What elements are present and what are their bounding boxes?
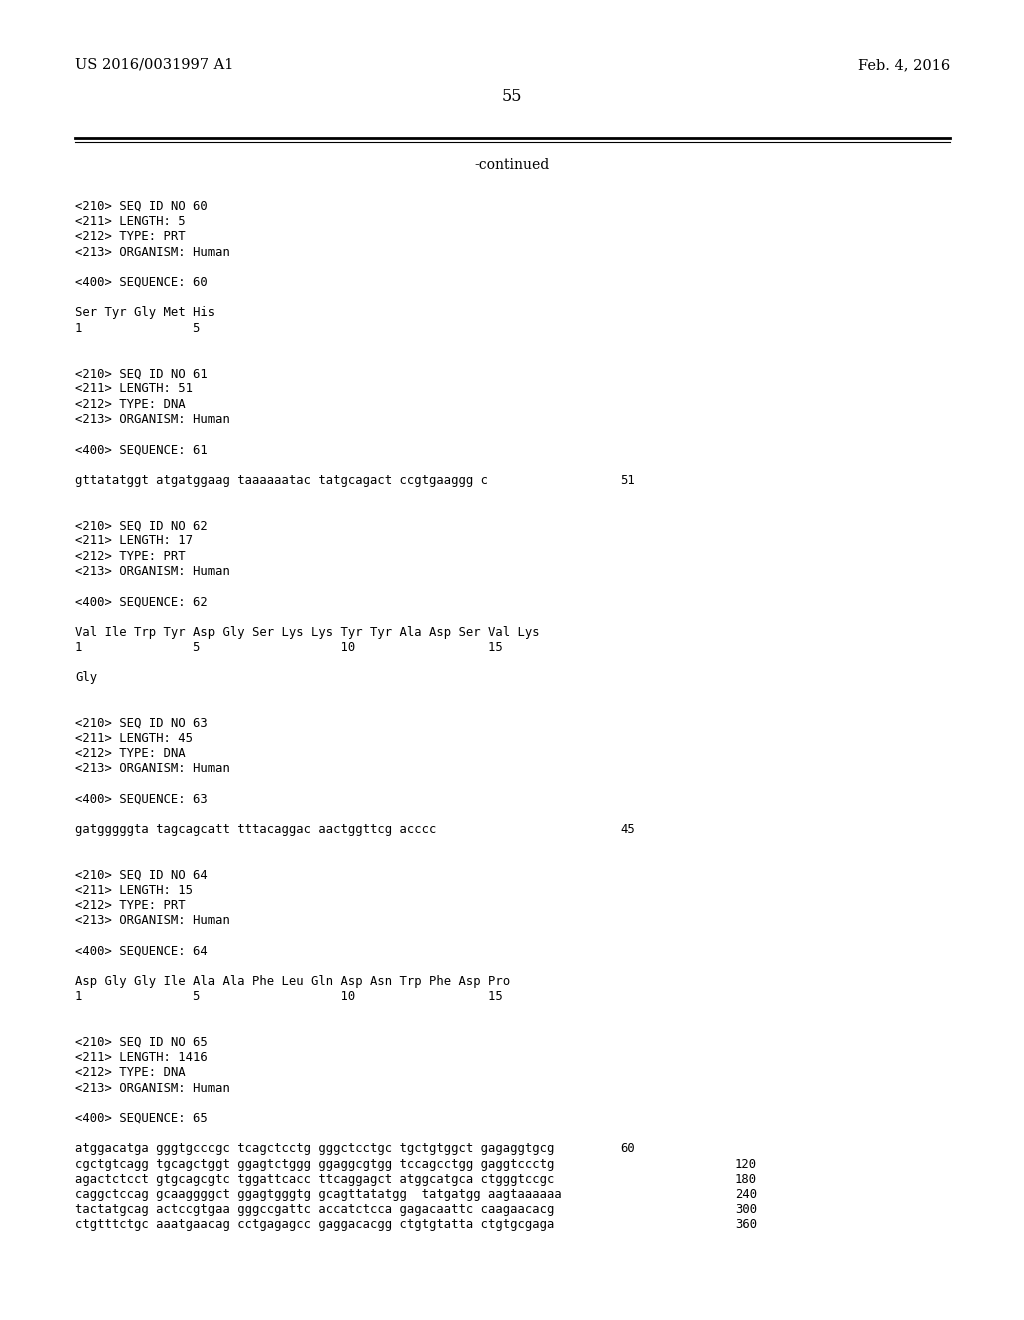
Text: 240: 240 bbox=[735, 1188, 757, 1201]
Text: US 2016/0031997 A1: US 2016/0031997 A1 bbox=[75, 58, 233, 73]
Text: <210> SEQ ID NO 63: <210> SEQ ID NO 63 bbox=[75, 717, 208, 730]
Text: <400> SEQUENCE: 63: <400> SEQUENCE: 63 bbox=[75, 793, 208, 805]
Text: <210> SEQ ID NO 65: <210> SEQ ID NO 65 bbox=[75, 1036, 208, 1049]
Text: <213> ORGANISM: Human: <213> ORGANISM: Human bbox=[75, 1081, 229, 1094]
Text: <212> TYPE: DNA: <212> TYPE: DNA bbox=[75, 397, 185, 411]
Text: ctgtttctgc aaatgaacag cctgagagcc gaggacacgg ctgtgtatta ctgtgcgaga: ctgtttctgc aaatgaacag cctgagagcc gaggaca… bbox=[75, 1218, 554, 1232]
Text: <212> TYPE: PRT: <212> TYPE: PRT bbox=[75, 899, 185, 912]
Text: atggacatga gggtgcccgc tcagctcctg gggctcctgc tgctgtggct gagaggtgcg: atggacatga gggtgcccgc tcagctcctg gggctcc… bbox=[75, 1142, 554, 1155]
Text: <400> SEQUENCE: 65: <400> SEQUENCE: 65 bbox=[75, 1111, 208, 1125]
Text: <211> LENGTH: 5: <211> LENGTH: 5 bbox=[75, 215, 185, 228]
Text: <400> SEQUENCE: 64: <400> SEQUENCE: 64 bbox=[75, 945, 208, 958]
Text: 300: 300 bbox=[735, 1204, 757, 1216]
Text: <400> SEQUENCE: 61: <400> SEQUENCE: 61 bbox=[75, 444, 208, 457]
Text: <400> SEQUENCE: 60: <400> SEQUENCE: 60 bbox=[75, 276, 208, 289]
Text: <211> LENGTH: 15: <211> LENGTH: 15 bbox=[75, 884, 193, 898]
Text: <210> SEQ ID NO 62: <210> SEQ ID NO 62 bbox=[75, 519, 208, 532]
Text: <212> TYPE: DNA: <212> TYPE: DNA bbox=[75, 1067, 185, 1080]
Text: 1               5                   10                  15: 1 5 10 15 bbox=[75, 640, 503, 653]
Text: <212> TYPE: PRT: <212> TYPE: PRT bbox=[75, 231, 185, 243]
Text: 360: 360 bbox=[735, 1218, 757, 1232]
Text: <211> LENGTH: 45: <211> LENGTH: 45 bbox=[75, 733, 193, 744]
Text: <213> ORGANISM: Human: <213> ORGANISM: Human bbox=[75, 763, 229, 775]
Text: Asp Gly Gly Ile Ala Ala Phe Leu Gln Asp Asn Trp Phe Asp Pro: Asp Gly Gly Ile Ala Ala Phe Leu Gln Asp … bbox=[75, 975, 510, 989]
Text: agactctcct gtgcagcgtc tggattcacc ttcaggagct atggcatgca ctgggtccgc: agactctcct gtgcagcgtc tggattcacc ttcagga… bbox=[75, 1172, 554, 1185]
Text: 60: 60 bbox=[620, 1142, 635, 1155]
Text: 1               5                   10                  15: 1 5 10 15 bbox=[75, 990, 503, 1003]
Text: <211> LENGTH: 51: <211> LENGTH: 51 bbox=[75, 383, 193, 396]
Text: 51: 51 bbox=[620, 474, 635, 487]
Text: gttatatggt atgatggaag taaaaaatac tatgcagact ccgtgaaggg c: gttatatggt atgatggaag taaaaaatac tatgcag… bbox=[75, 474, 488, 487]
Text: <210> SEQ ID NO 60: <210> SEQ ID NO 60 bbox=[75, 201, 208, 213]
Text: <213> ORGANISM: Human: <213> ORGANISM: Human bbox=[75, 915, 229, 928]
Text: 180: 180 bbox=[735, 1172, 757, 1185]
Text: 1               5: 1 5 bbox=[75, 322, 201, 334]
Text: <212> TYPE: DNA: <212> TYPE: DNA bbox=[75, 747, 185, 760]
Text: cgctgtcagg tgcagctggt ggagtctggg ggaggcgtgg tccagcctgg gaggtccctg: cgctgtcagg tgcagctggt ggagtctggg ggaggcg… bbox=[75, 1158, 554, 1171]
Text: Gly: Gly bbox=[75, 671, 97, 684]
Text: <213> ORGANISM: Human: <213> ORGANISM: Human bbox=[75, 413, 229, 426]
Text: <213> ORGANISM: Human: <213> ORGANISM: Human bbox=[75, 565, 229, 578]
Text: <211> LENGTH: 17: <211> LENGTH: 17 bbox=[75, 535, 193, 548]
Text: tactatgcag actccgtgaa gggccgattc accatctcca gagacaattc caagaacacg: tactatgcag actccgtgaa gggccgattc accatct… bbox=[75, 1204, 554, 1216]
Text: <211> LENGTH: 1416: <211> LENGTH: 1416 bbox=[75, 1051, 208, 1064]
Text: gatgggggta tagcagcatt tttacaggac aactggttcg acccc: gatgggggta tagcagcatt tttacaggac aactggt… bbox=[75, 824, 436, 836]
Text: <400> SEQUENCE: 62: <400> SEQUENCE: 62 bbox=[75, 595, 208, 609]
Text: <212> TYPE: PRT: <212> TYPE: PRT bbox=[75, 549, 185, 562]
Text: <210> SEQ ID NO 61: <210> SEQ ID NO 61 bbox=[75, 367, 208, 380]
Text: caggctccag gcaaggggct ggagtgggtg gcagttatatgg  tatgatgg aagtaaaaaa: caggctccag gcaaggggct ggagtgggtg gcagtta… bbox=[75, 1188, 562, 1201]
Text: <210> SEQ ID NO 64: <210> SEQ ID NO 64 bbox=[75, 869, 208, 882]
Text: Ser Tyr Gly Met His: Ser Tyr Gly Met His bbox=[75, 306, 215, 319]
Text: Val Ile Trp Tyr Asp Gly Ser Lys Lys Tyr Tyr Ala Asp Ser Val Lys: Val Ile Trp Tyr Asp Gly Ser Lys Lys Tyr … bbox=[75, 626, 540, 639]
Text: Feb. 4, 2016: Feb. 4, 2016 bbox=[858, 58, 950, 73]
Text: 120: 120 bbox=[735, 1158, 757, 1171]
Text: <213> ORGANISM: Human: <213> ORGANISM: Human bbox=[75, 246, 229, 259]
Text: -continued: -continued bbox=[474, 158, 550, 172]
Text: 55: 55 bbox=[502, 88, 522, 106]
Text: 45: 45 bbox=[620, 824, 635, 836]
